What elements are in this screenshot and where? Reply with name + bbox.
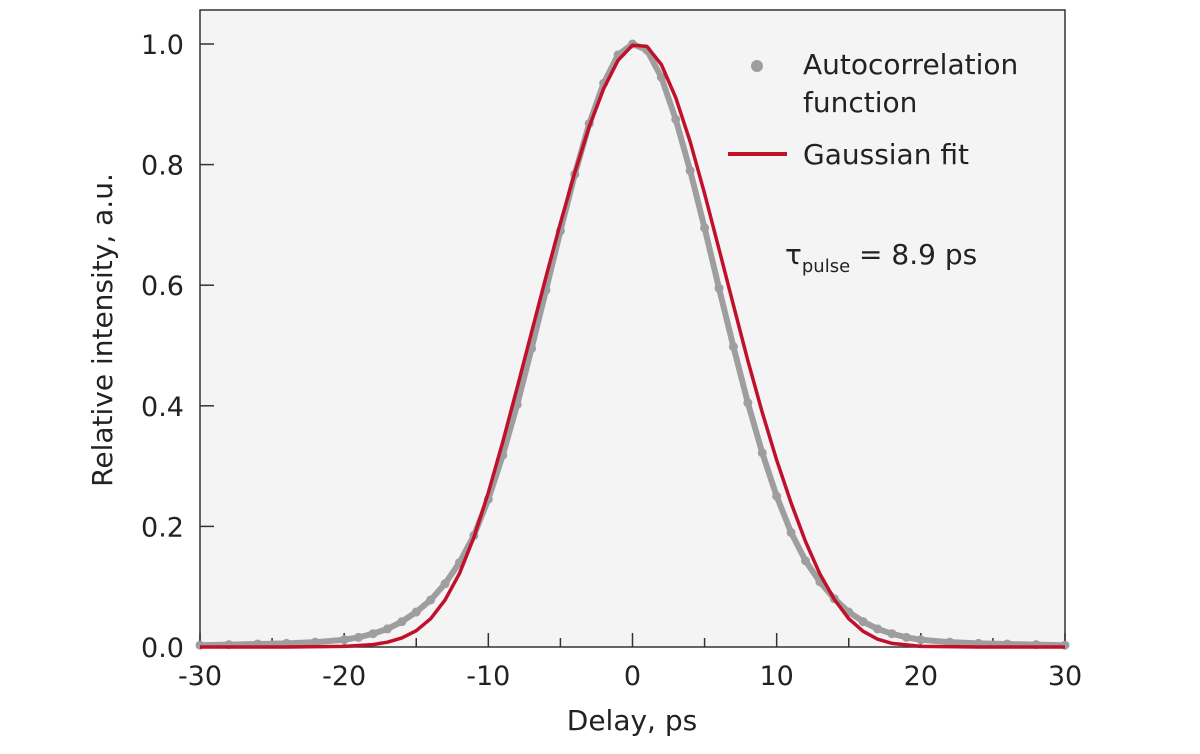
- legend-label-gaussian: Gaussian fit: [803, 138, 969, 171]
- gaussian-fit-line: [200, 43, 1065, 649]
- autocorrelation-point: [671, 114, 681, 124]
- pulse-duration-value: = 8.9 ps: [850, 238, 977, 271]
- y-tick-label: 1.0: [141, 30, 184, 61]
- autocorrelation-point: [382, 624, 392, 634]
- autocorrelation-point: [339, 635, 349, 645]
- y-tick-label: 0.0: [141, 633, 184, 664]
- x-tick-label: -30: [178, 661, 222, 692]
- x-tick-label: 0: [624, 661, 641, 692]
- y-tick-label: 0.6: [141, 271, 184, 302]
- tau-subscript: pulse: [802, 256, 850, 277]
- autocorrelation-point: [945, 637, 955, 647]
- autocorrelation-point: [685, 166, 695, 176]
- autocorrelation-point: [714, 283, 724, 293]
- autocorrelation-point: [397, 617, 407, 627]
- autocorrelation-point: [700, 223, 710, 233]
- x-tick-label: -10: [466, 661, 510, 692]
- tau-symbol: τ: [785, 238, 802, 271]
- autocorrelation-point: [728, 342, 738, 352]
- autocorrelation-point: [786, 527, 796, 537]
- y-tick-label: 0.4: [141, 392, 184, 423]
- series-layer: [195, 39, 1070, 650]
- autocorrelation-point: [916, 635, 926, 645]
- ticks-layer: -30 -20 -10 0 10 20 30 0.0 0.2 0.4 0.6 0.8 1.0: [141, 30, 1082, 692]
- autocorrelation-point: [440, 579, 450, 589]
- autocorrelation-point: [426, 595, 436, 605]
- autocorrelation-point: [801, 556, 810, 566]
- x-tick-label: 10: [759, 661, 793, 692]
- autocorrelation-point: [757, 448, 767, 458]
- autocorrelation-point: [873, 624, 883, 634]
- autocorrelation-point: [656, 72, 666, 82]
- autocorrelation-point: [887, 629, 897, 639]
- autocorrelation-point: [858, 617, 868, 627]
- pulse-duration-annotation: τpulse = 8.9 ps: [785, 238, 977, 277]
- legend-label-autocorrelation: Autocorrelation: [803, 48, 1018, 81]
- autocorrelation-point: [772, 491, 782, 501]
- plot-area: [199, 9, 1066, 648]
- y-tick-label: 0.8: [141, 151, 184, 182]
- autocorrelation-point: [354, 632, 364, 642]
- autocorrelation-point: [743, 398, 753, 408]
- autocorrelation-point: [310, 637, 320, 647]
- x-tick-label: 20: [904, 661, 938, 692]
- legend-label-autocorrelation-line2: function: [803, 86, 917, 119]
- legend: Autocorrelation function Gaussian fit: [728, 48, 1018, 171]
- x-tick-label: 30: [1048, 661, 1082, 692]
- autocorrelation-point: [411, 607, 421, 617]
- autocorrelation-point: [368, 629, 378, 639]
- x-tick-label: -20: [322, 661, 366, 692]
- x-axis-title: Delay, ps: [567, 704, 697, 737]
- y-axis-title: Relative intensity, a.u.: [86, 173, 119, 487]
- legend-marker-autocorrelation: [751, 60, 763, 72]
- y-tick-label: 0.2: [141, 512, 184, 543]
- autocorrelation-point: [901, 632, 911, 642]
